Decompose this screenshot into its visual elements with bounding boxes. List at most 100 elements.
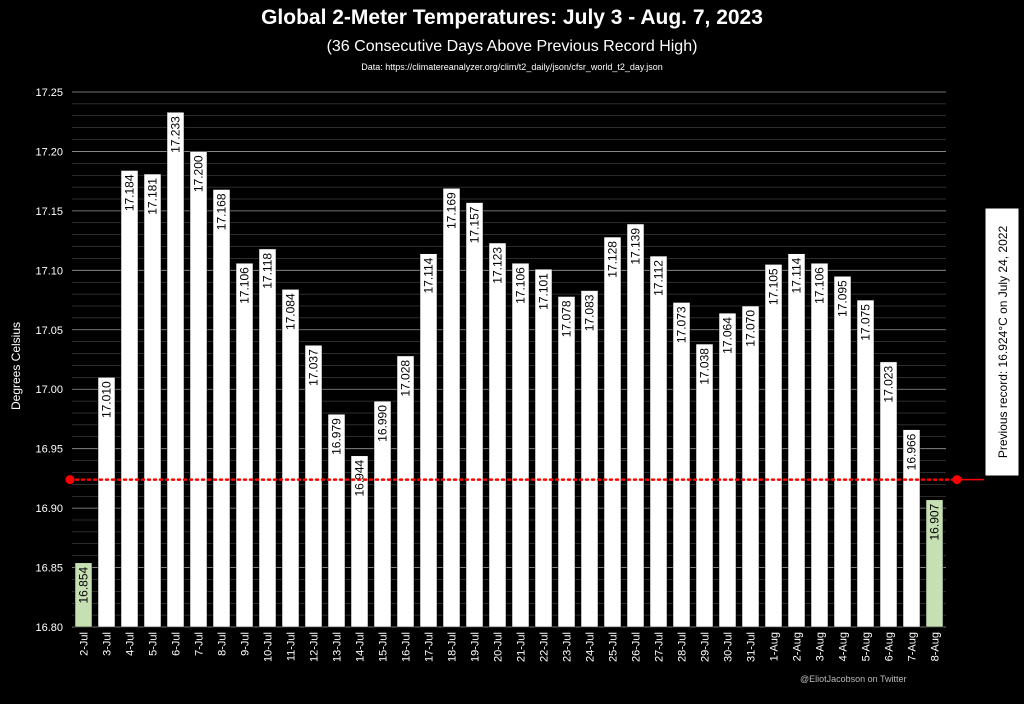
bar-value-label: 17.075 <box>859 304 873 341</box>
bar-value-label: 17.114 <box>422 257 436 293</box>
x-tick-label: 10-Jul <box>263 632 275 662</box>
bar-value-label: 16.990 <box>376 405 390 442</box>
x-tick-label: 24-Jul <box>585 632 597 662</box>
bar-16-Jul <box>396 355 415 628</box>
x-tick-label: 23-Jul <box>562 632 574 662</box>
x-tick-label: 3-Jul <box>102 632 114 656</box>
bar-19-Jul <box>465 202 484 628</box>
x-tick-label: 6-Jul <box>171 632 183 656</box>
bar-value-label: 17.038 <box>698 348 712 385</box>
reference-line-group: Previous record: 16.924°C on July 24, 20… <box>65 207 1020 485</box>
record-marker-left <box>65 475 75 485</box>
x-tick-label: 4-Aug <box>838 632 850 661</box>
bar-value-label: 17.073 <box>675 306 689 343</box>
bar-value-label: 17.200 <box>192 155 206 192</box>
x-tick-label: 11-Jul <box>286 632 298 661</box>
bar-28-Jul <box>672 302 691 628</box>
bar-value-label: 17.105 <box>767 268 781 305</box>
bar-value-label: 17.184 <box>123 174 137 211</box>
bar-value-label: 17.010 <box>100 381 114 418</box>
x-tick-label: 8-Aug <box>930 632 942 661</box>
bar-1-Aug <box>764 264 783 628</box>
bar-value-label: 17.106 <box>238 267 252 304</box>
bar-value-label: 17.118 <box>261 253 275 289</box>
x-tick-label: 17-Jul <box>424 632 436 662</box>
y-tick-label: 17.10 <box>35 265 63 277</box>
bar-value-label: 16.854 <box>77 566 91 603</box>
bar-value-label: 17.084 <box>284 293 298 330</box>
y-tick-label: 17.00 <box>35 384 63 396</box>
bar-value-label: 17.233 <box>169 116 183 153</box>
bar-26-Jul <box>626 223 645 628</box>
x-tick-label: 4-Jul <box>125 632 137 656</box>
x-tick-label: 2-Jul <box>79 632 91 656</box>
bar-14-Jul <box>350 455 369 628</box>
y-tick-label: 16.90 <box>35 503 63 515</box>
bar-23-Jul <box>557 296 576 628</box>
bar-value-label: 16.979 <box>330 418 344 455</box>
bar-value-label: 17.101 <box>537 273 551 310</box>
bar-5-Aug <box>856 299 875 628</box>
x-tick-label: 5-Jul <box>148 632 160 656</box>
bar-9-Jul <box>235 262 254 628</box>
x-tick-label: 19-Jul <box>470 632 482 662</box>
x-tick-label: 8-Jul <box>217 632 229 656</box>
bar-value-label: 17.083 <box>583 294 597 331</box>
bar-12-Jul <box>304 344 323 628</box>
x-tick-label: 16-Jul <box>401 632 413 662</box>
x-tick-label: 30-Jul <box>723 632 735 662</box>
bar-4-Jul <box>120 170 139 628</box>
x-tick-label: 14-Jul <box>355 632 367 662</box>
bar-value-label: 16.907 <box>928 503 942 540</box>
bar-value-label: 17.095 <box>836 280 850 317</box>
bar-3-Aug <box>810 262 829 628</box>
bar-20-Jul <box>488 242 507 628</box>
y-tick-label: 17.15 <box>35 206 63 218</box>
bar-31-Jul <box>741 305 760 628</box>
x-tick-label: 12-Jul <box>309 632 321 662</box>
x-tick-label: 27-Jul <box>654 632 666 662</box>
bar-4-Aug <box>833 276 852 628</box>
x-tick-label: 2-Aug <box>792 632 804 661</box>
data-source: Data: https://climatereanalyzer.org/clim… <box>361 62 663 72</box>
x-tick-label: 13-Jul <box>332 632 344 662</box>
twitter-credit: @EliotJacobson on Twitter <box>800 674 907 684</box>
bar-25-Jul <box>603 236 622 628</box>
bar-18-Jul <box>442 188 461 628</box>
bars: 16.854 17.010 17.184 17.181 17.233 17.200 17.1… <box>74 111 944 628</box>
bar-value-label: 17.023 <box>882 366 896 403</box>
bar-30-Jul <box>718 312 737 628</box>
bar-11-Jul <box>281 289 300 628</box>
bar-5-Jul <box>143 173 162 628</box>
x-tick-label: 9-Jul <box>240 632 252 656</box>
x-tick-label: 18-Jul <box>447 632 459 662</box>
bar-value-label: 17.168 <box>215 193 229 230</box>
bar-value-label: 17.181 <box>146 178 160 215</box>
bar-2-Aug <box>787 253 806 628</box>
x-tick-label: 1-Aug <box>769 632 781 661</box>
y-axis-label: Degrees Celsius <box>9 322 23 410</box>
record-callout-box <box>984 207 1020 477</box>
x-tick-label: 7-Jul <box>194 632 206 656</box>
bar-value-label: 17.064 <box>721 317 735 354</box>
y-tick-label: 17.20 <box>35 146 63 158</box>
bar-6-Aug <box>879 361 898 628</box>
x-tick-label: 29-Jul <box>700 632 712 662</box>
x-tick-label: 21-Jul <box>516 632 528 662</box>
bar-value-label: 17.106 <box>813 267 827 304</box>
bar-value-label: 17.070 <box>744 310 758 347</box>
bar-value-label: 17.112 <box>652 260 666 296</box>
record-callout-label: Previous record: 16.924°C on July 24, 20… <box>996 226 1010 459</box>
bar-8-Aug <box>925 499 944 628</box>
bar-7-Jul <box>189 151 208 628</box>
x-tick-label: 31-Jul <box>746 632 758 662</box>
bar-8-Jul <box>212 189 231 628</box>
bar-15-Jul <box>373 400 392 628</box>
x-tick-label: 5-Aug <box>861 632 873 661</box>
x-tick-label: 28-Jul <box>677 632 689 662</box>
x-axis-ticks: 2-Jul 3-Jul 4-Jul 5-Jul 6-Jul 7-Jul 8-Jul 9-Jul… <box>79 632 942 662</box>
y-tick-label: 17.25 <box>35 87 63 99</box>
bar-17-Jul <box>419 253 438 628</box>
y-axis-ticks: 16.80 16.85 16.90 16.95 17.00 17.05 17.10 17.15… <box>35 87 63 634</box>
